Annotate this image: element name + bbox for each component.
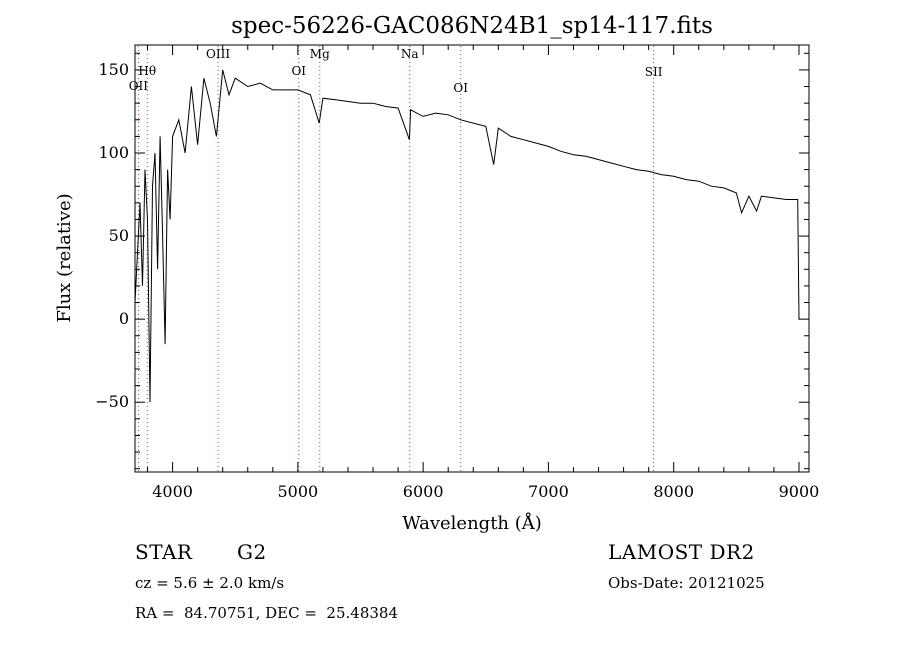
annotation-label: Na [401,47,419,61]
annotation-label: OI [291,64,306,78]
y-tick-label: 0 [119,309,129,328]
x-tick-label: 6000 [403,482,444,501]
spectrum-line [134,69,801,403]
x-tick-label: 4000 [152,482,193,501]
y-tick-label: −50 [95,392,129,411]
x-axis-label: Wavelength (Å) [402,512,542,534]
axis-ticks: 4000 5000 6000 7000 8000 9000 −50 0 50 100 150 [95,45,819,501]
coordinates: RA = 84.70751, DEC = 25.48384 [135,604,399,622]
x-tick-label: 7000 [528,482,569,501]
y-tick-label: 50 [109,226,129,245]
chart-title: spec-56226-GAC086N24B1_sp14-117.fits [231,13,713,39]
survey-label: LAMOST DR2 [608,540,755,564]
annotation-label: SII [645,65,663,79]
redshift-velocity: cz = 5.6 ± 2.0 km/s [135,574,285,592]
plot-frame [134,44,810,473]
y-axis-label: Flux (relative) [54,193,75,322]
y-tick-label: 100 [98,143,129,162]
annotation-label: OIII [206,47,230,61]
object-class: STAR [135,540,193,564]
x-tick-label: 8000 [653,482,694,501]
y-tick-label: 150 [98,60,129,79]
annotation-label: Mg [310,47,330,61]
annotation-label: OI [453,81,468,95]
annotation-label: OII [129,79,149,93]
annotation-label: Hθ [138,64,156,78]
spectrum-series [134,69,801,403]
x-tick-label: 9000 [779,482,820,501]
observation-date: Obs-Date: 20121025 [608,574,765,592]
object-subclass: G2 [237,540,267,564]
x-tick-label: 5000 [278,482,319,501]
